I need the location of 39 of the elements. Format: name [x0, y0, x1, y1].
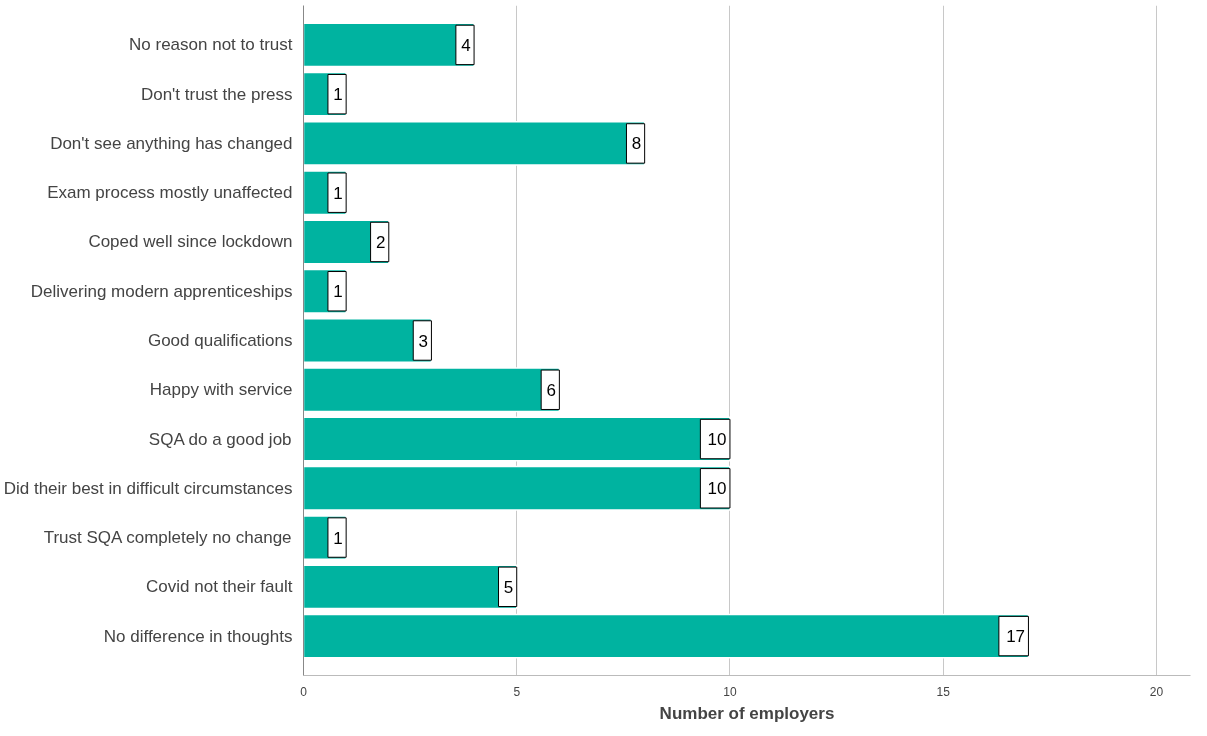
- y-tick-label: No difference in thoughts: [103, 626, 293, 646]
- data-label: 5: [503, 577, 514, 597]
- y-tick-label: Delivering modern apprenticeships: [30, 281, 293, 301]
- data-label: 4: [461, 35, 471, 55]
- x-tick-label: 10: [723, 684, 737, 699]
- x-tick-label: 5: [513, 684, 521, 699]
- y-tick-label: Don't see anything has changed: [50, 133, 293, 153]
- data-label: 8: [631, 134, 642, 154]
- bar: [303, 416, 731, 462]
- bar: [303, 121, 646, 166]
- x-tick-label: 20: [1149, 684, 1164, 699]
- data-label: 6: [546, 380, 556, 400]
- data-label: 1: [333, 528, 343, 548]
- y-tick-label: Coped well since lockdown: [88, 232, 293, 252]
- x-axis-title: Number of employers: [659, 703, 835, 723]
- data-label: 2: [375, 232, 386, 252]
- y-tick-label: Good qualifications: [147, 331, 293, 350]
- bar: [303, 367, 561, 413]
- data-label: 3: [418, 331, 429, 351]
- data-label: 1: [333, 85, 343, 105]
- data-label: 10: [707, 430, 727, 450]
- y-tick-label: Exam process mostly unaffected: [47, 183, 293, 203]
- y-tick-label: No reason not to trust: [129, 35, 293, 55]
- bar: [303, 564, 518, 610]
- y-tick-label: Don't trust the press: [140, 84, 293, 104]
- data-label: 17: [1006, 627, 1026, 647]
- y-tick-label: Happy with service: [149, 380, 293, 400]
- data-label: 1: [333, 282, 343, 302]
- y-tick-label: SQA do a good job: [148, 429, 292, 449]
- bar: [303, 22, 475, 68]
- data-label: 10: [707, 479, 727, 499]
- data-label: 1: [333, 183, 343, 203]
- x-tick-label: 0: [300, 684, 308, 699]
- y-tick-label: Trust SQA completely no change: [43, 528, 292, 548]
- bar: [303, 613, 1030, 659]
- y-tick-label: Did their best in difficult circumstances: [3, 478, 293, 498]
- y-tick-label: Covid not their fault: [146, 577, 293, 597]
- x-tick-label: 15: [936, 684, 951, 699]
- bar: [303, 465, 731, 511]
